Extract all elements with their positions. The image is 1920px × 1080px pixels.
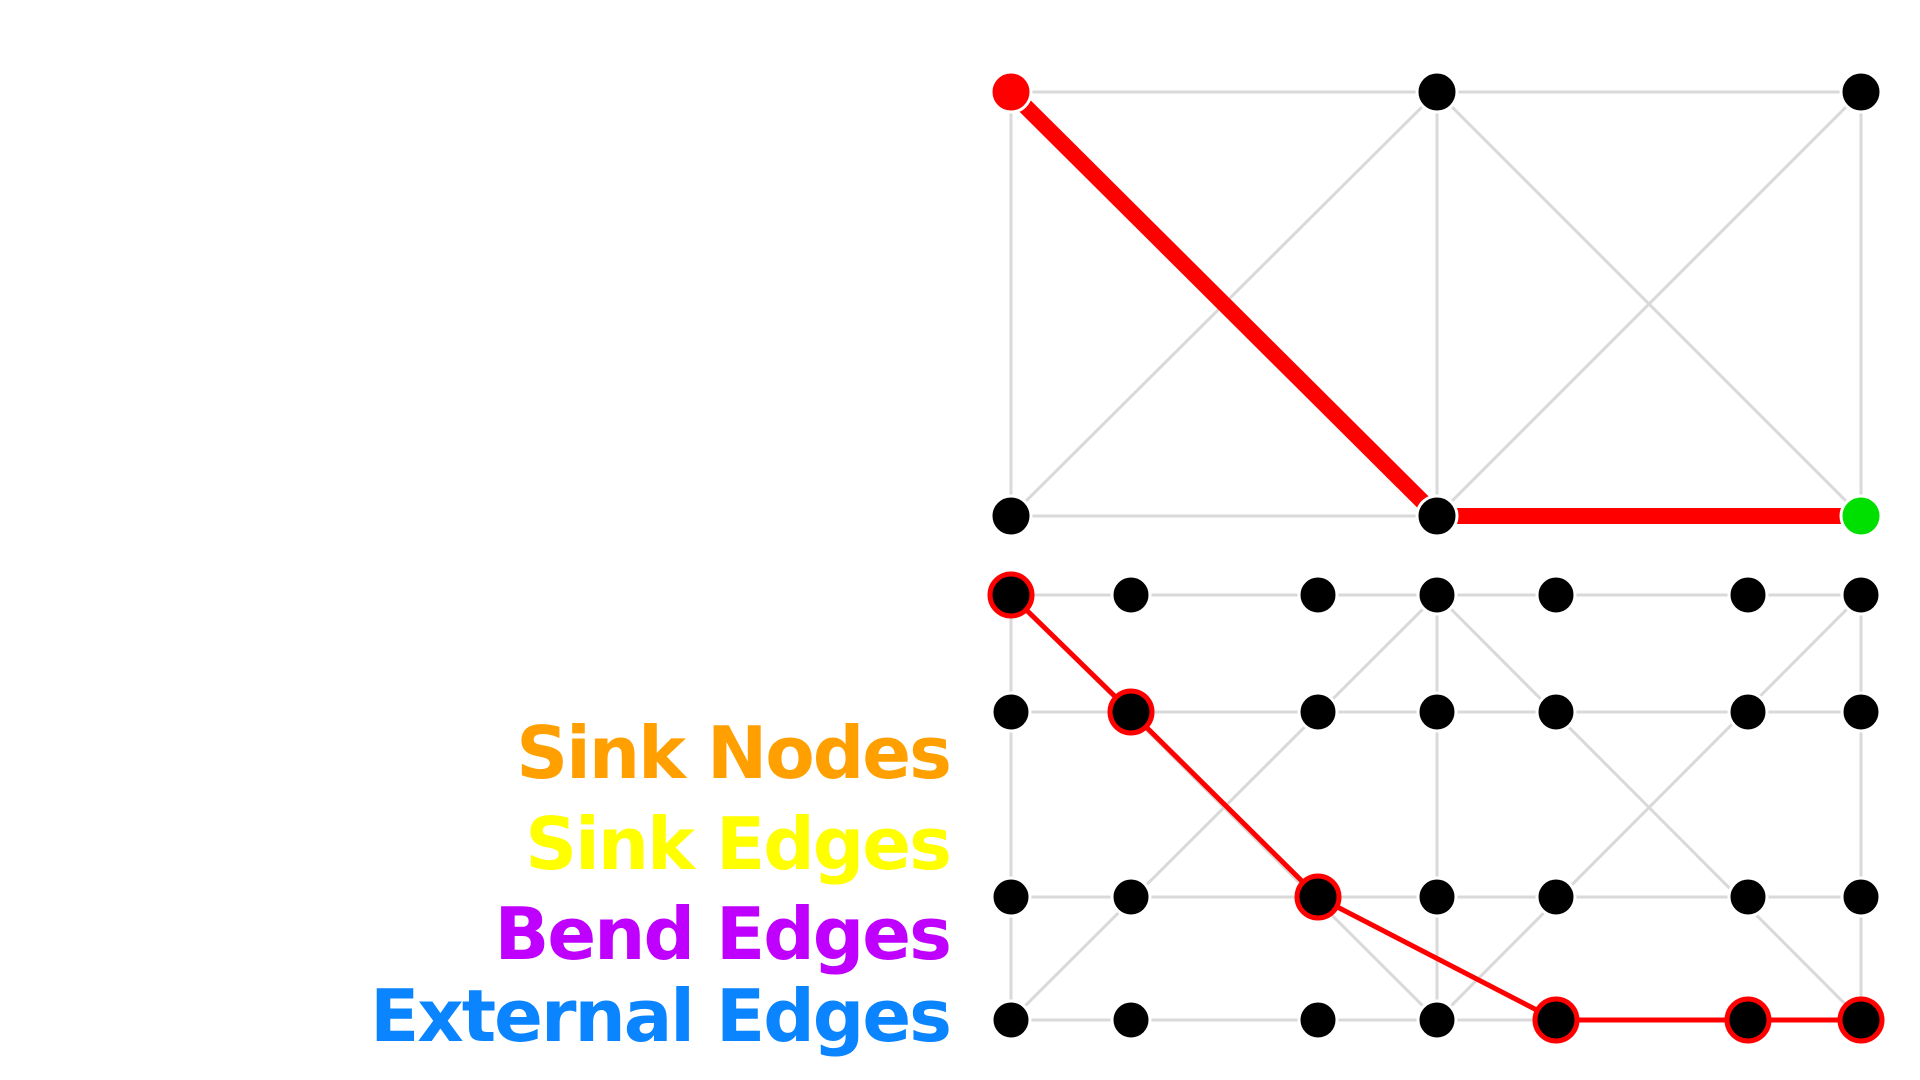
bottom-path-node: [1532, 996, 1580, 1044]
bottom-path-edge: [1008, 592, 1134, 715]
legend-bend-edges: Bend Edges: [494, 892, 952, 976]
top-node-normal: [1839, 70, 1883, 114]
bottom-path-node: [1724, 996, 1772, 1044]
bottom-node: [1840, 691, 1882, 733]
bottom-path-edge: [1315, 894, 1559, 1023]
bottom-node: [1110, 574, 1152, 616]
legend-sink-nodes: Sink Nodes: [516, 711, 952, 795]
bottom-diagonal-edge: [1435, 593, 1863, 1022]
bottom-node: [990, 691, 1032, 733]
bottom-node: [1840, 876, 1882, 918]
top-graph-path: [1003, 84, 1869, 524]
bottom-path-edge: [1128, 709, 1321, 900]
bottom-node: [1535, 876, 1577, 918]
bottom-node: [1297, 691, 1339, 733]
top-edge: [1435, 90, 1863, 518]
bottom-node: [1727, 876, 1769, 918]
top-path-edge: [1003, 84, 1445, 524]
top-node-normal: [1415, 494, 1459, 538]
bottom-node: [990, 876, 1032, 918]
top-graph-nodes: [989, 70, 1883, 538]
bottom-node: [1727, 574, 1769, 616]
top-graph-edges: [1009, 90, 1863, 518]
bottom-node: [1416, 691, 1458, 733]
bottom-node: [990, 999, 1032, 1041]
bottom-path-node: [1107, 688, 1155, 736]
legend-sink-edges: Sink Edges: [525, 802, 952, 886]
bottom-node: [1416, 876, 1458, 918]
bottom-node: [1840, 574, 1882, 616]
legend-external-edges: External Edges: [370, 974, 952, 1058]
bottom-node: [1727, 691, 1769, 733]
bottom-graph-nodes: [987, 571, 1885, 1044]
bottom-path-node: [1294, 873, 1342, 921]
bottom-node: [1535, 691, 1577, 733]
top-node-source: [989, 70, 1033, 114]
bottom-node: [1416, 574, 1458, 616]
top-node-normal: [1415, 70, 1459, 114]
bottom-node: [1110, 876, 1152, 918]
top-node-target: [1839, 494, 1883, 538]
top-node-normal: [989, 494, 1033, 538]
bottom-path-node: [1837, 996, 1885, 1044]
bottom-node: [1297, 574, 1339, 616]
bottom-node: [1297, 999, 1339, 1041]
bottom-node: [1110, 999, 1152, 1041]
bottom-path-node: [987, 571, 1035, 619]
bottom-node: [1535, 574, 1577, 616]
bottom-node: [1416, 999, 1458, 1041]
